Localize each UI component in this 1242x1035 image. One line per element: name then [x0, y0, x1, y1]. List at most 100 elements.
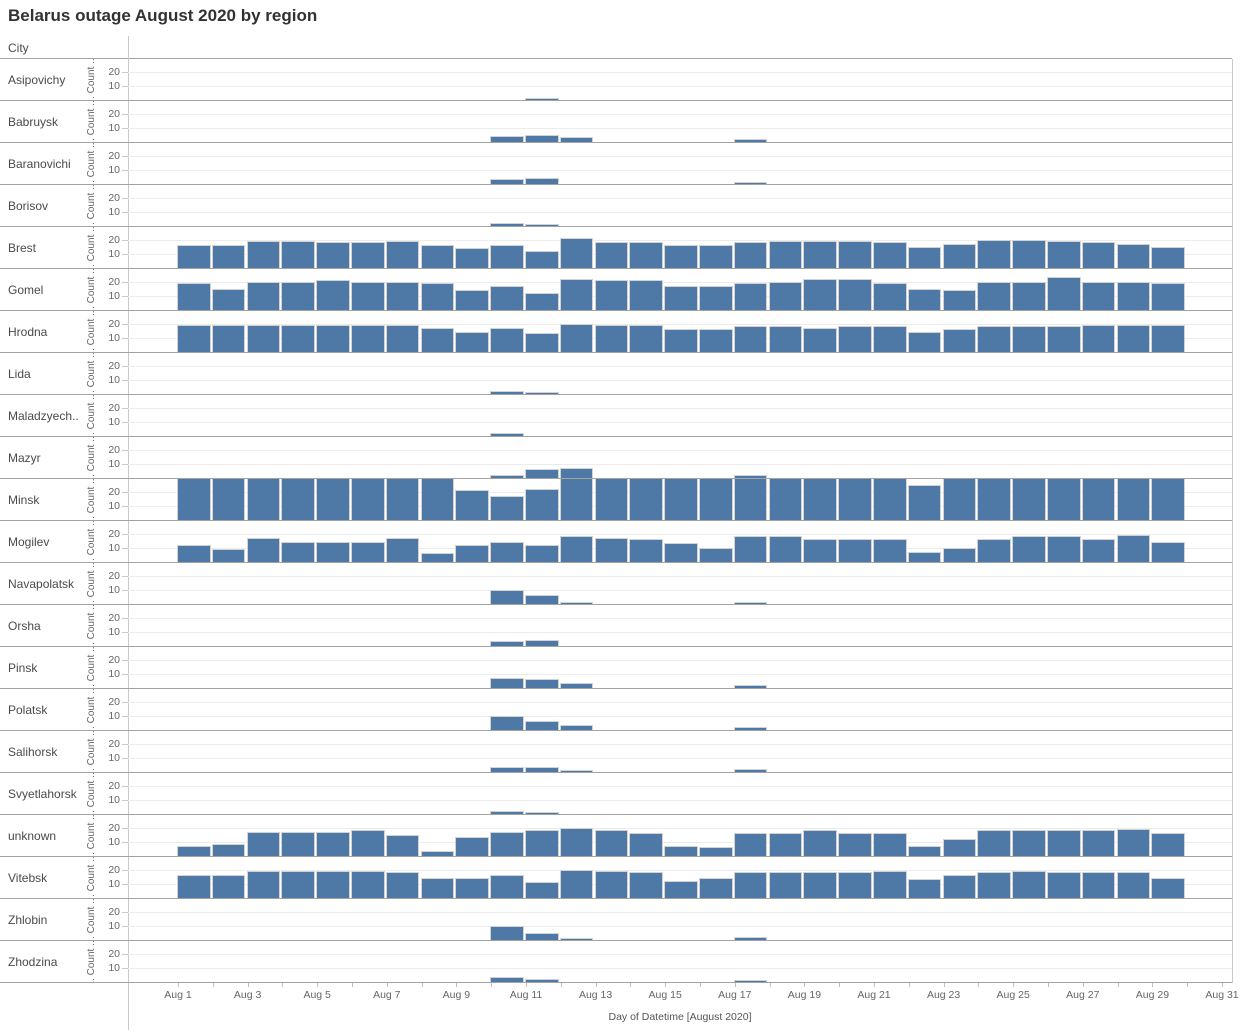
bar[interactable]	[490, 245, 524, 269]
bar[interactable]	[977, 326, 1011, 353]
city-row-label[interactable]: Babruysk	[8, 115, 59, 129]
bar[interactable]	[1116, 325, 1151, 353]
bar[interactable]	[559, 323, 594, 353]
bar[interactable]	[1012, 479, 1046, 521]
bar[interactable]	[177, 479, 211, 521]
bar[interactable]	[351, 830, 385, 857]
city-row-label[interactable]: Pinsk	[8, 661, 38, 675]
bar[interactable]	[420, 479, 455, 521]
bar[interactable]	[1151, 479, 1185, 521]
bar[interactable]	[873, 283, 907, 311]
bar[interactable]	[1012, 871, 1046, 899]
bar[interactable]	[1047, 277, 1081, 311]
bar[interactable]	[629, 479, 663, 521]
bar[interactable]	[699, 547, 733, 563]
bar[interactable]	[733, 479, 768, 521]
bar[interactable]	[525, 882, 559, 899]
bar[interactable]	[490, 875, 524, 899]
city-row-label[interactable]: Navapolatsk	[8, 577, 75, 591]
bar[interactable]	[977, 830, 1011, 857]
city-row-label[interactable]: Hrodna	[8, 325, 48, 339]
bar[interactable]	[803, 872, 837, 899]
bar[interactable]	[490, 285, 524, 311]
bar[interactable]	[420, 878, 455, 899]
bar[interactable]	[1081, 242, 1116, 269]
bar[interactable]	[803, 327, 837, 353]
bar[interactable]	[977, 539, 1011, 563]
bar[interactable]	[907, 246, 942, 269]
bar[interactable]	[420, 245, 455, 269]
city-row-label[interactable]: Zhodzina	[8, 955, 58, 969]
bar[interactable]	[768, 326, 803, 353]
bar[interactable]	[351, 281, 385, 311]
bar[interactable]	[1047, 830, 1081, 857]
bar[interactable]	[211, 245, 246, 269]
bar[interactable]	[594, 325, 629, 353]
bar[interactable]	[1081, 830, 1116, 857]
bar[interactable]	[803, 278, 837, 311]
bar[interactable]	[211, 288, 246, 311]
bar[interactable]	[838, 479, 872, 521]
bar[interactable]	[490, 925, 524, 941]
bar[interactable]	[873, 479, 907, 521]
bar[interactable]	[907, 288, 942, 311]
bar[interactable]	[177, 544, 211, 563]
bar[interactable]	[977, 239, 1011, 269]
bar[interactable]	[490, 589, 524, 605]
bar[interactable]	[246, 479, 281, 521]
bar[interactable]	[351, 325, 385, 353]
bar[interactable]	[1151, 246, 1185, 269]
bar[interactable]	[525, 292, 559, 311]
bar[interactable]	[733, 980, 768, 983]
bar[interactable]	[699, 285, 733, 311]
bar[interactable]	[385, 325, 420, 353]
bar[interactable]	[629, 242, 663, 269]
bar[interactable]	[211, 479, 246, 521]
bar[interactable]	[455, 490, 489, 521]
bar[interactable]	[525, 595, 559, 605]
bar[interactable]	[733, 536, 768, 563]
bar[interactable]	[385, 241, 420, 269]
bar[interactable]	[907, 879, 942, 899]
bar[interactable]	[699, 329, 733, 353]
bar[interactable]	[490, 179, 524, 185]
city-row-label[interactable]: Brest	[8, 241, 37, 255]
bar[interactable]	[385, 281, 420, 311]
bar[interactable]	[211, 875, 246, 899]
bar[interactable]	[246, 871, 281, 899]
bar[interactable]	[211, 844, 246, 857]
bar[interactable]	[420, 327, 455, 353]
bar[interactable]	[1012, 536, 1046, 563]
bar[interactable]	[873, 871, 907, 899]
bar[interactable]	[733, 684, 768, 689]
bar[interactable]	[525, 544, 559, 563]
bar[interactable]	[177, 845, 211, 857]
bar[interactable]	[525, 178, 559, 185]
bar[interactable]	[838, 278, 872, 311]
bar[interactable]	[281, 542, 315, 563]
city-column-header[interactable]: City	[8, 41, 29, 55]
bar[interactable]	[768, 479, 803, 521]
bar[interactable]	[594, 871, 629, 899]
bar[interactable]	[1116, 243, 1151, 269]
bar[interactable]	[733, 283, 768, 311]
bar[interactable]	[455, 290, 489, 311]
bar[interactable]	[559, 683, 594, 689]
bar[interactable]	[942, 547, 977, 563]
bar[interactable]	[733, 474, 768, 479]
bar[interactable]	[316, 542, 350, 563]
bar[interactable]	[559, 725, 594, 731]
bar[interactable]	[803, 830, 837, 857]
bar[interactable]	[490, 474, 524, 479]
bar[interactable]	[490, 222, 524, 227]
bar[interactable]	[629, 833, 663, 857]
bar[interactable]	[838, 326, 872, 353]
bar[interactable]	[316, 831, 350, 857]
bar[interactable]	[907, 332, 942, 353]
bar[interactable]	[733, 138, 768, 143]
bar[interactable]	[246, 281, 281, 311]
bar[interactable]	[525, 932, 559, 941]
bar[interactable]	[768, 536, 803, 563]
bar[interactable]	[733, 768, 768, 773]
bar[interactable]	[594, 242, 629, 269]
